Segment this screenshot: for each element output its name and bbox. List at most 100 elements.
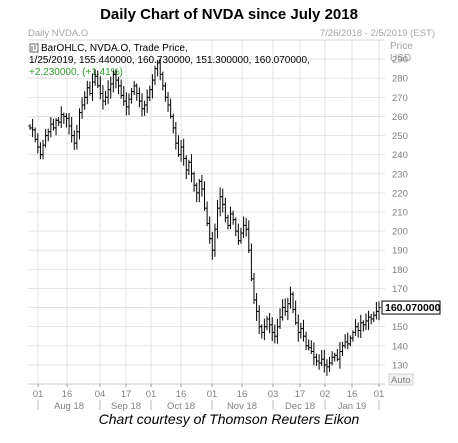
ohlc-bar <box>124 92 128 116</box>
ohlc-bar <box>372 311 376 323</box>
ohlc-bar <box>286 297 290 321</box>
y-tick-label: 180 <box>392 265 408 276</box>
ohlc-bar <box>244 217 248 237</box>
ohlc-bar <box>142 100 147 116</box>
ohlc-bar <box>51 118 56 131</box>
ohlc-bar <box>140 93 144 117</box>
y-tick-label: 200 <box>392 227 408 238</box>
ohlc-bar <box>197 178 201 203</box>
ohlc-bar <box>346 332 350 350</box>
ohlc-bars <box>28 58 381 376</box>
ohlc-bar <box>33 127 37 143</box>
ohlc-bar <box>223 197 227 223</box>
ohlc-bar <box>122 86 126 106</box>
ohlc-bar <box>46 128 50 142</box>
ohlc-bar <box>377 301 381 321</box>
month-label: Aug 18 <box>54 401 84 411</box>
ohlc-bar <box>221 188 225 213</box>
ohlc-bar <box>129 87 134 104</box>
month-label: Oct 18 <box>167 401 195 411</box>
ohlc-bar <box>192 171 196 192</box>
ohlc-bar <box>254 293 259 321</box>
ohlc-bar <box>215 199 220 239</box>
ohlc-bar <box>273 324 277 344</box>
ohlc-bar <box>226 214 230 230</box>
ohlc-bar <box>340 341 345 357</box>
ohlc-bar <box>145 89 149 114</box>
ohlc-bar <box>304 331 308 351</box>
ohlc-bar <box>296 314 300 342</box>
chart-caption: Chart courtesy of Thomson Reuters Eikon <box>98 411 360 427</box>
ohlc-bar <box>257 305 261 334</box>
ohlc-bar <box>320 349 324 367</box>
ohlc-bar <box>301 319 306 342</box>
ohlc-bar <box>72 130 76 150</box>
auto-scale-toggle[interactable]: Auto <box>388 373 414 386</box>
ohlc-bar <box>169 98 173 119</box>
ohlc-bar <box>278 308 282 329</box>
x-tick-label: 16 <box>62 389 73 400</box>
y-tick-label: 240 <box>392 150 408 161</box>
ohlc-bar <box>361 320 365 332</box>
ohlc-bar <box>44 128 48 148</box>
ohlc-bar <box>132 80 136 96</box>
y-axis-ticks: 1301401501601701801902002102202302402502… <box>392 55 408 372</box>
x-tick-label: 17 <box>295 389 306 400</box>
y-tick-label: 170 <box>392 284 408 295</box>
x-tick-label: 16 <box>347 389 358 400</box>
chart-gridlines <box>28 40 385 384</box>
ohlc-bar <box>213 223 217 257</box>
ohlc-bar <box>294 300 298 325</box>
ohlc-bar <box>59 106 63 128</box>
ohlc-bar <box>236 223 240 245</box>
ohlc-bar <box>374 301 378 320</box>
ohlc-bar <box>330 351 334 366</box>
y-tick-label: 250 <box>392 131 408 142</box>
ohlc-bar <box>231 210 235 225</box>
ohlc-bar <box>314 353 319 367</box>
ohlc-bar <box>41 139 45 160</box>
ohlc-bar <box>325 359 329 376</box>
last-price-label: 160.070000 <box>385 302 441 314</box>
ohlc-bar <box>249 243 253 282</box>
month-label: Jan 19 <box>338 401 367 411</box>
ohlc-bar <box>163 82 168 102</box>
ohlc-bar <box>106 80 110 105</box>
ohlc-bar <box>161 71 165 91</box>
ohlc-bar <box>247 220 251 253</box>
ohlc-bar <box>166 92 170 112</box>
ohlc-bar <box>202 181 207 211</box>
x-tick-label: 03 <box>268 389 279 400</box>
ohlc-bar <box>268 313 272 334</box>
ohlc-bar <box>127 93 131 116</box>
y-tick-label: 230 <box>392 169 408 180</box>
month-label: Sep 18 <box>111 401 141 411</box>
ohlc-bar <box>348 335 352 347</box>
ohlc-bar <box>275 319 280 344</box>
info-line-3: +2.230000, (+1.41%) <box>29 67 123 78</box>
ohlc-bar <box>281 299 285 321</box>
ohlc-bar <box>288 286 293 309</box>
y-tick-label: 280 <box>392 74 408 85</box>
ohlc-bar <box>176 135 181 157</box>
ohlc-bar <box>364 313 368 331</box>
ohlc-bar <box>83 91 87 110</box>
ohlc-bar <box>179 139 183 162</box>
x-tick-label: 01 <box>33 389 44 400</box>
chart-header-left: Daily NVDA.O <box>28 28 88 39</box>
ohlc-bar <box>103 90 108 106</box>
last-price-marker: 160.070000 <box>381 300 441 315</box>
ohlc-bar <box>28 124 32 130</box>
x-tick-label: 02 <box>320 389 331 400</box>
ohlc-bar <box>57 116 61 126</box>
ohlc-bar <box>36 133 40 154</box>
ohlc-bar <box>75 124 79 150</box>
ohlc-bar <box>184 155 188 180</box>
x-tick-label: 17 <box>121 389 132 400</box>
x-axis-day-ticks: 01 16 04 17 01 16 01 16 03 17 02 16 01 <box>33 384 384 400</box>
ohlc-bar <box>182 138 186 166</box>
y-tick-label: 140 <box>392 341 408 352</box>
y-tick-label: 150 <box>392 322 408 333</box>
y-tick-label: 270 <box>392 93 408 104</box>
ohlc-bar <box>265 316 269 331</box>
